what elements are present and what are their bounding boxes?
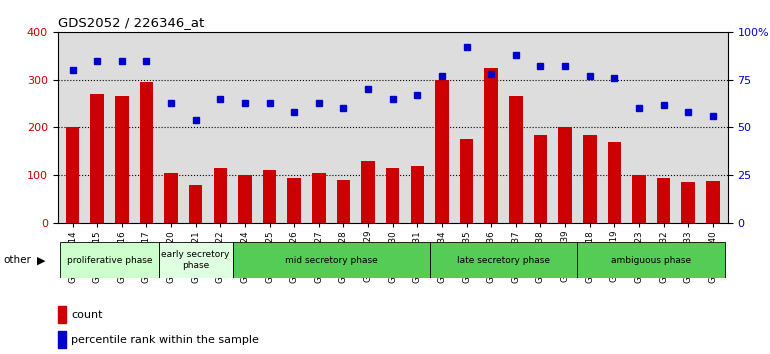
Bar [534, 135, 547, 223]
Bar [263, 171, 276, 223]
Bar [60, 242, 159, 278]
Bar [312, 173, 326, 223]
Bar [657, 178, 671, 223]
Bar [287, 178, 301, 223]
Bar [435, 80, 449, 223]
Bar [238, 175, 252, 223]
Bar [233, 242, 430, 278]
Bar [164, 173, 178, 223]
Bar [386, 168, 400, 223]
Bar [189, 185, 203, 223]
Text: late secretory phase: late secretory phase [457, 256, 550, 265]
Bar [90, 94, 104, 223]
Bar [58, 331, 66, 348]
Text: other: other [4, 255, 32, 265]
Bar [115, 96, 129, 223]
Text: ▶: ▶ [37, 255, 45, 265]
Bar [430, 242, 578, 278]
Bar [706, 181, 720, 223]
Text: percentile rank within the sample: percentile rank within the sample [71, 335, 259, 344]
Bar [558, 127, 572, 223]
Text: ambiguous phase: ambiguous phase [611, 256, 691, 265]
Bar [460, 139, 474, 223]
Text: count: count [71, 310, 102, 320]
Text: GDS2052 / 226346_at: GDS2052 / 226346_at [58, 16, 204, 29]
Text: mid secretory phase: mid secretory phase [285, 256, 377, 265]
Bar [608, 142, 621, 223]
Bar [578, 242, 725, 278]
Bar [159, 242, 233, 278]
Bar [213, 168, 227, 223]
Bar [58, 306, 66, 323]
Text: early secretory
phase: early secretory phase [162, 251, 230, 270]
Bar [632, 175, 646, 223]
Text: proliferative phase: proliferative phase [67, 256, 152, 265]
Bar [361, 161, 375, 223]
Bar [484, 68, 498, 223]
Bar [336, 180, 350, 223]
Bar [583, 135, 597, 223]
Bar [509, 96, 523, 223]
Bar [65, 127, 79, 223]
Bar [139, 82, 153, 223]
Bar [410, 166, 424, 223]
Bar [681, 182, 695, 223]
